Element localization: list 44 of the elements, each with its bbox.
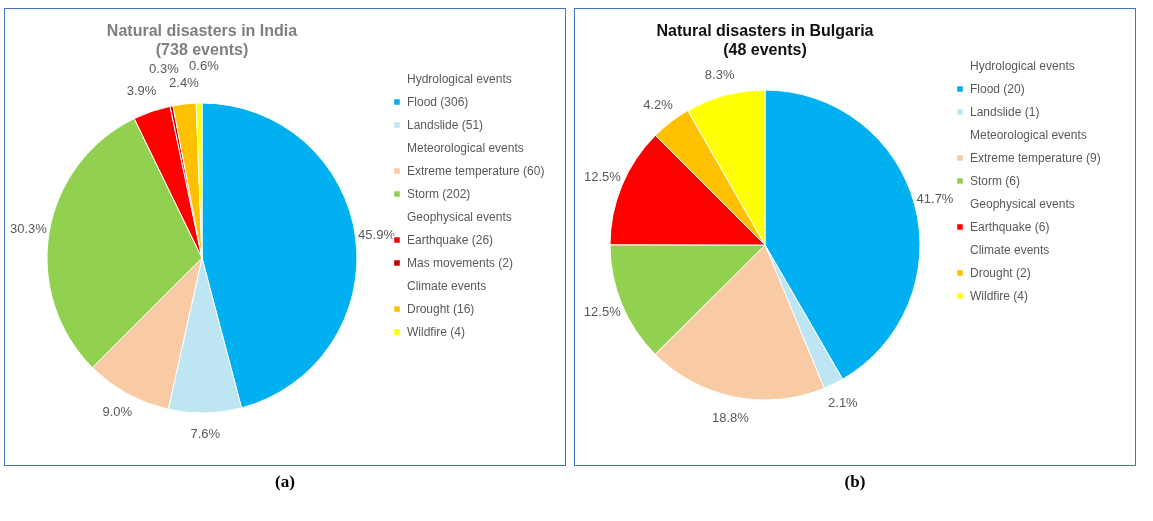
data-label: 0.3% [149, 61, 180, 77]
text: Climate events [970, 243, 1050, 257]
data-label: 12.5% [583, 304, 622, 320]
chart-subtitle: (48 events) [723, 41, 807, 58]
data-label: 4.2% [643, 97, 674, 113]
text: Geophysical events [970, 197, 1075, 211]
data-label: 41.7% [916, 191, 954, 207]
legend-label: Storm (6) [970, 174, 1021, 188]
text: Hydrological events [407, 72, 512, 86]
legend-label: Extreme temperature (9) [970, 151, 1101, 165]
data-label: 12.5% [584, 169, 622, 185]
data-label: 3.9% [126, 82, 157, 98]
chart-title: Natural disasters in India [106, 22, 298, 40]
data-label: 9.0% [102, 404, 133, 420]
data-label: 2.4% [169, 75, 200, 91]
data-label: 8.3% [704, 66, 735, 82]
data-label: 30.3% [10, 220, 48, 236]
data-label: 18.8% [711, 409, 750, 425]
legend-label: Drought (2) [970, 266, 1031, 280]
legend-label: Drought (16) [407, 302, 475, 316]
legend-label: Storm (202) [407, 187, 471, 201]
text: (a) [275, 472, 295, 492]
legend-label: Landslide (1) [970, 105, 1040, 119]
chart-subtitle: (738 events) [155, 41, 249, 59]
legend-label: Earthquake (26) [407, 233, 494, 247]
text: Climate events [407, 279, 487, 293]
legend-label: Flood (20) [970, 82, 1025, 96]
legend-label: Wildfire (4) [970, 289, 1029, 303]
text: Hydrological events [970, 59, 1075, 73]
legend-label: Wildfire (4) [407, 325, 466, 339]
text: Meteorological events [970, 128, 1087, 142]
text: (b) [844, 472, 866, 492]
legend-label: Flood (306) [407, 95, 469, 109]
data-label: 45.9% [358, 227, 396, 243]
legend-label: Mas movements (2) [407, 256, 514, 270]
text: Geophysical events [407, 210, 512, 224]
data-label: 0.6% [189, 58, 220, 74]
text: Meteorological events [407, 141, 524, 155]
legend-label: Landslide (51) [407, 118, 484, 132]
legend-label: Earthquake (6) [970, 220, 1050, 234]
legend-label: Extreme temperature (60) [407, 164, 545, 178]
chart-title: Natural disasters in Bulgaria [656, 22, 874, 39]
data-label: 7.6% [190, 425, 221, 441]
data-label: 2.1% [828, 394, 859, 410]
